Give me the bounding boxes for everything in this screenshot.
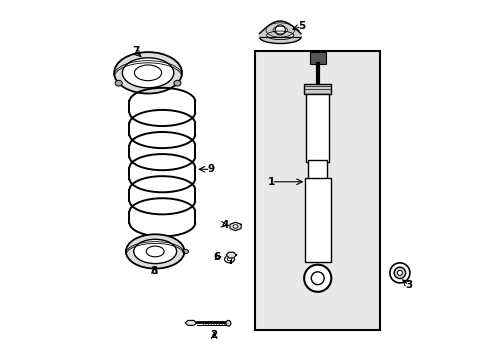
Ellipse shape [224, 256, 234, 263]
Text: 3: 3 [405, 280, 411, 291]
Bar [304, 178, 330, 262]
Ellipse shape [393, 267, 405, 279]
Ellipse shape [311, 272, 324, 285]
Ellipse shape [397, 270, 402, 275]
Polygon shape [226, 252, 236, 258]
Ellipse shape [114, 52, 182, 94]
Ellipse shape [304, 265, 331, 292]
Bar [305, 94, 328, 162]
Bar [309, 53, 325, 64]
Text: 5: 5 [297, 21, 305, 31]
Polygon shape [259, 21, 300, 37]
Ellipse shape [259, 31, 300, 44]
Ellipse shape [125, 234, 184, 269]
Ellipse shape [115, 80, 122, 86]
Text: 2: 2 [210, 330, 217, 341]
Ellipse shape [183, 249, 188, 253]
Ellipse shape [174, 80, 181, 86]
Ellipse shape [134, 239, 176, 264]
Text: 9: 9 [206, 164, 214, 174]
Ellipse shape [389, 263, 409, 283]
Ellipse shape [275, 25, 285, 35]
Ellipse shape [227, 258, 231, 261]
Text: 8: 8 [150, 266, 158, 276]
Bar [308, 160, 326, 180]
Ellipse shape [225, 320, 230, 326]
Text: 6: 6 [213, 252, 220, 262]
Text: 4: 4 [221, 220, 228, 230]
Bar [304, 84, 331, 94]
Text: 7: 7 [132, 46, 139, 57]
Ellipse shape [233, 225, 238, 228]
Text: 1: 1 [267, 177, 274, 187]
Ellipse shape [122, 58, 173, 88]
Polygon shape [185, 320, 196, 325]
Ellipse shape [134, 65, 162, 81]
Bar [255, 51, 380, 330]
Ellipse shape [146, 246, 164, 257]
Polygon shape [229, 222, 241, 231]
